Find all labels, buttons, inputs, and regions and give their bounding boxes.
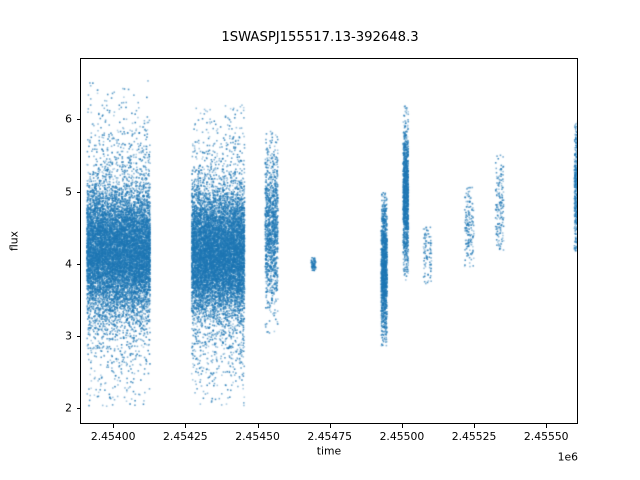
x-tick-label: 2.45400: [90, 430, 136, 443]
x-tick-mark: [474, 424, 476, 428]
scatter-plot-area: [81, 59, 577, 423]
y-tick-label: 3: [65, 329, 72, 343]
y-tick-mark: [76, 119, 80, 121]
x-tick-mark: [185, 424, 187, 428]
y-tick-label: 4: [65, 257, 72, 271]
x-tick-label: 2.45475: [307, 430, 353, 443]
x-tick-mark: [113, 424, 115, 428]
y-tick-mark: [76, 335, 80, 338]
x-tick-mark: [257, 424, 259, 428]
y-tick-mark: [76, 263, 80, 265]
x-tick-mark: [401, 424, 403, 428]
y-tick-mark: [76, 408, 80, 410]
x-tick-mark: [546, 424, 548, 428]
x-tick-label: 2.45500: [379, 430, 425, 443]
x-tick-label: 2.45425: [163, 430, 208, 443]
y-tick-label: 6: [65, 112, 72, 126]
y-tick-label: 2: [65, 401, 72, 415]
page-title: 1SWASPJ155517.13-392648.3: [221, 30, 419, 45]
x-tick-mark: [329, 424, 331, 428]
y-tick-mark: [76, 191, 80, 193]
plot-axes: [80, 58, 578, 424]
x-axis-label: time: [316, 444, 342, 458]
y-axis-label: flux: [7, 230, 21, 252]
x-tick-label: 2.45525: [451, 430, 497, 443]
x-axis-offset-label: 1e6: [557, 450, 578, 464]
x-tick-label: 2.45450: [235, 430, 280, 443]
x-tick-label: 2.45550: [523, 430, 569, 443]
y-tick-label: 5: [65, 185, 72, 199]
